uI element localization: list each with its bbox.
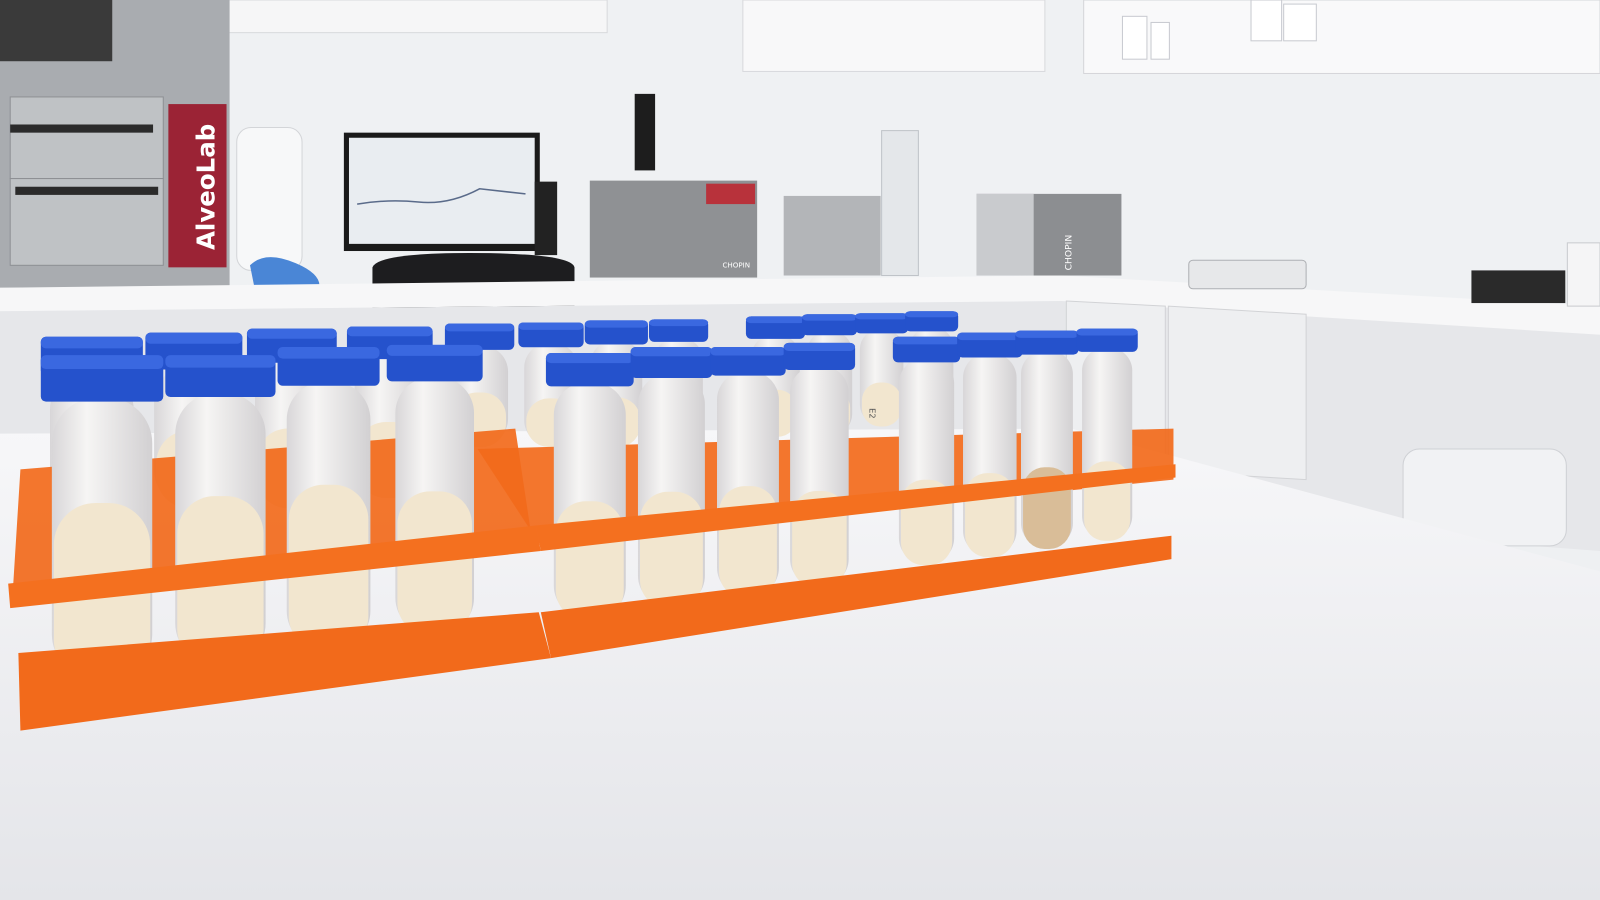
- chopin-device: CHOPIN: [976, 193, 1122, 276]
- cap-highlight: [386, 344, 483, 356]
- upper-cabinet: [742, 0, 1046, 72]
- test-tube: [855, 313, 909, 427]
- cap-highlight: [346, 326, 433, 337]
- cap-highlight: [1015, 330, 1079, 338]
- test-tube: [1076, 328, 1138, 541]
- tube-liquid: [397, 491, 472, 636]
- lab-instrument: [783, 195, 881, 276]
- device-brand-label: CHOPIN: [722, 260, 750, 269]
- orange-rack-top: [535, 464, 1176, 552]
- cap-highlight: [855, 313, 909, 320]
- cap-highlight: [905, 311, 959, 318]
- monitor: [343, 132, 558, 256]
- chopin-device: CHOPIN: [589, 93, 758, 278]
- cap-highlight: [40, 336, 143, 349]
- small-instrument: [1471, 270, 1566, 304]
- test-tube: [1015, 330, 1079, 549]
- tube-liquid: [861, 382, 902, 427]
- orange-rack-base: [18, 612, 552, 731]
- orange-rack-base: [540, 535, 1172, 659]
- device-brand-label: CHOPIN: [1063, 235, 1074, 271]
- bottle: [1121, 15, 1148, 60]
- cap-highlight: [745, 316, 806, 324]
- bottle: [1283, 3, 1317, 42]
- cap-highlight: [892, 336, 961, 345]
- tube-label: E2: [867, 408, 877, 418]
- bottle: [1150, 21, 1170, 60]
- bottle: [1250, 0, 1283, 42]
- test-tube: [783, 342, 856, 588]
- cap-highlight: [802, 314, 858, 321]
- cap-highlight: [277, 346, 380, 359]
- cap-highlight: [630, 346, 713, 357]
- tube-liquid: [719, 486, 777, 598]
- counter-top: [0, 275, 1600, 335]
- cap-highlight: [648, 319, 709, 327]
- cap-highlight: [1076, 328, 1138, 336]
- orange-rack-top: [8, 525, 541, 609]
- test-tube: [892, 336, 961, 566]
- cabinet-door: [1167, 305, 1307, 481]
- cap-highlight: [444, 323, 515, 332]
- upper-cabinet: [213, 0, 608, 34]
- tube-liquid: [640, 491, 703, 609]
- side-device: [1566, 242, 1600, 307]
- glass-bottle: [881, 130, 919, 277]
- cap-highlight: [545, 353, 634, 364]
- test-tube: [277, 346, 380, 652]
- oven-brand-label: AlveoLab: [191, 124, 220, 250]
- test-tube: [386, 344, 483, 636]
- cap-highlight: [957, 332, 1023, 341]
- cap-highlight: [165, 355, 276, 368]
- water-bottle: [236, 127, 303, 271]
- cap-highlight: [518, 322, 584, 330]
- cap-highlight: [40, 355, 164, 370]
- test-tube: [710, 346, 786, 598]
- test-tube: [957, 332, 1023, 558]
- cap-highlight: [584, 320, 648, 328]
- cap-highlight: [710, 346, 786, 356]
- blue-glove: [250, 257, 320, 291]
- cap-highlight: [145, 332, 243, 344]
- stirrer: [1188, 259, 1307, 290]
- front-tube-row: [40, 328, 1138, 682]
- cap-highlight: [246, 328, 337, 339]
- alveolab-oven: AlveoLab: [0, 0, 230, 288]
- cap-highlight: [783, 342, 856, 351]
